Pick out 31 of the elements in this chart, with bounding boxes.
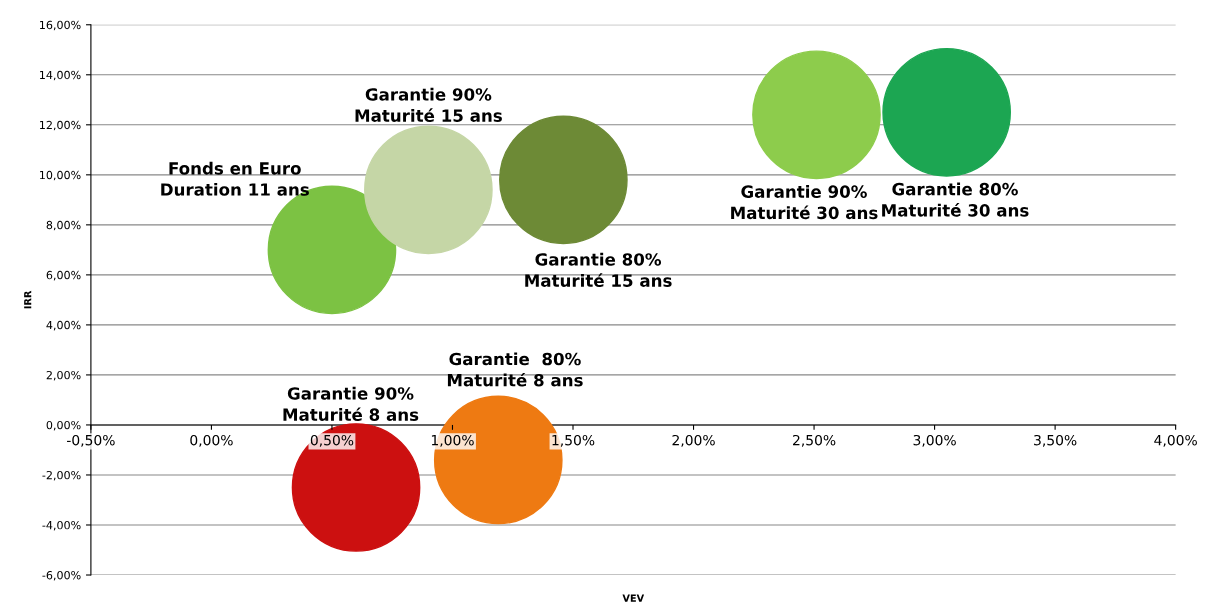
x-tick-label: 0,50% xyxy=(310,434,354,447)
y-tick-label: 10,00% xyxy=(40,170,81,181)
x-tick-label: -0,50% xyxy=(67,434,115,447)
y-tick-label: -4,00% xyxy=(42,520,81,531)
series-label: Garantie 80% Maturité 15 ans xyxy=(525,252,672,287)
x-tick-label: 4,00% xyxy=(1154,434,1197,447)
series-label: Garantie 90% Maturité 8 ans xyxy=(283,386,419,421)
x-tick-label: 2,50% xyxy=(793,434,836,447)
y-tick-label: 8,00% xyxy=(46,220,81,231)
y-tick-label: 14,00% xyxy=(40,70,81,81)
series-label: Garantie 80% Maturité 30 ans xyxy=(882,182,1029,217)
x-tick-label: 1,50% xyxy=(552,434,595,447)
y-tick-label: 6,00% xyxy=(46,270,81,281)
x-tick-label: 0,00% xyxy=(190,434,233,447)
x-tick-label: 3,00% xyxy=(913,434,956,447)
series-label: Garantie 90% Maturité 15 ans xyxy=(355,87,502,122)
x-axis-title: VEV xyxy=(622,594,645,602)
y-tick-label: -6,00% xyxy=(42,570,81,581)
y-axis-title: IRR xyxy=(24,290,32,309)
y-tick-label: 2,00% xyxy=(46,370,81,381)
series-label: Garantie 90% Maturité 30 ans xyxy=(731,185,878,220)
series-label: Garantie 80% Maturité 8 ans xyxy=(447,352,583,387)
y-tick-label: -2,00% xyxy=(42,470,81,481)
x-tick-label: 2,00% xyxy=(672,434,715,447)
series-label: Fonds en Euro Duration 11 ans xyxy=(161,161,309,196)
y-tick-label: 0,00% xyxy=(46,420,81,431)
y-tick-label: 12,00% xyxy=(40,120,81,131)
x-tick-label: 3,50% xyxy=(1034,434,1077,447)
y-tick-label: 16,00% xyxy=(40,20,81,31)
y-tick-label: 4,00% xyxy=(46,320,81,331)
x-tick-label: 1,00% xyxy=(431,434,474,447)
